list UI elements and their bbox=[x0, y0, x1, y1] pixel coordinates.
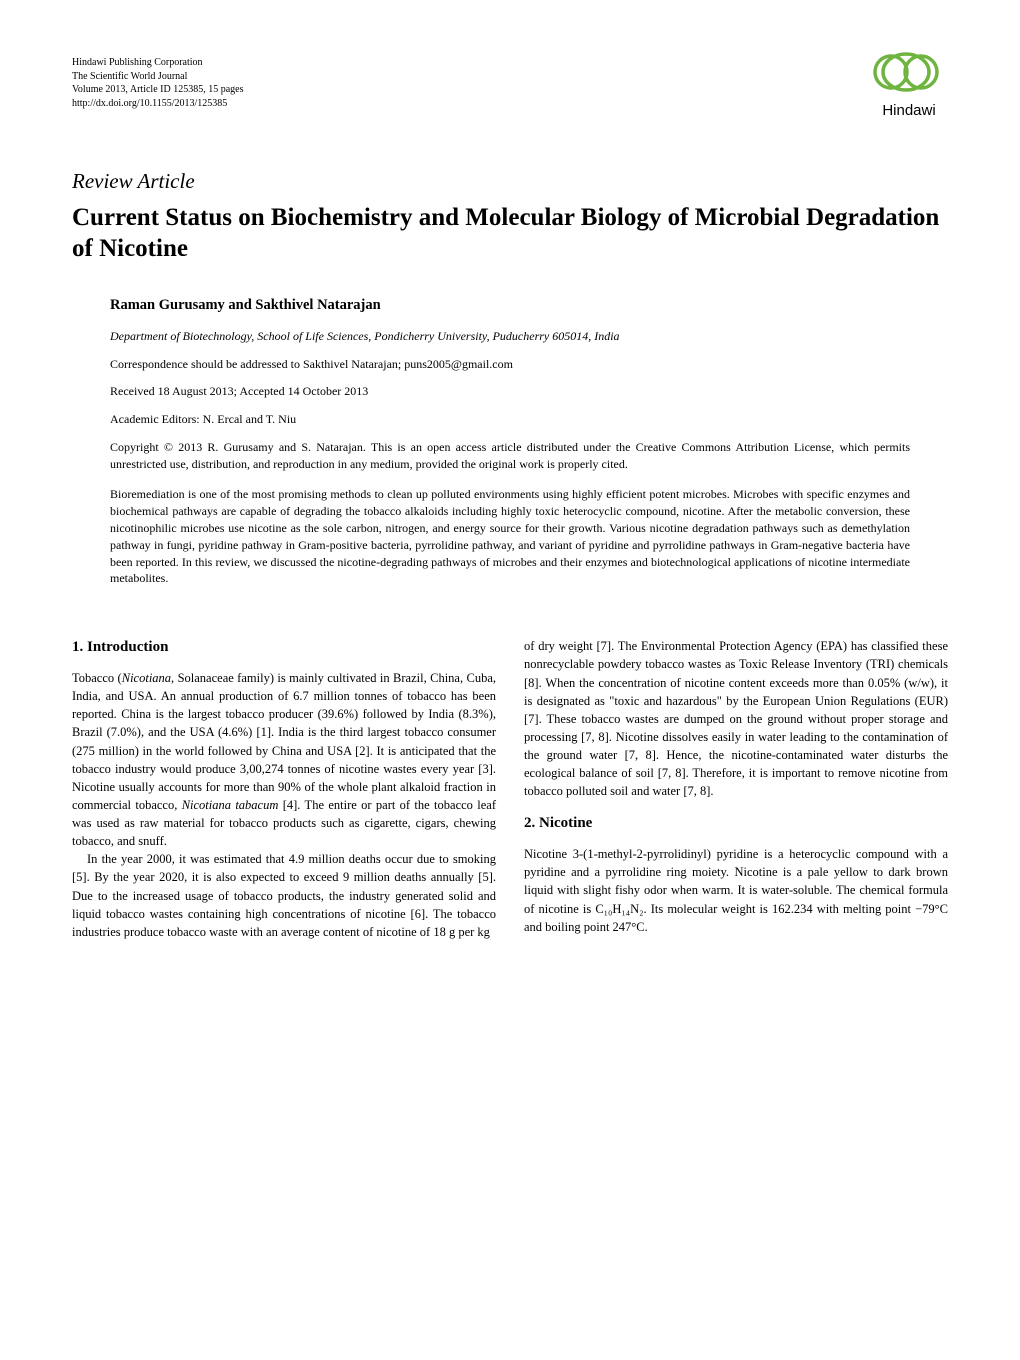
academic-editors: Academic Editors: N. Ercal and T. Niu bbox=[110, 411, 910, 428]
copyright: Copyright © 2013 R. Gurusamy and S. Nata… bbox=[110, 439, 910, 473]
journal-line: The Scientific World Journal bbox=[72, 70, 243, 84]
section-2-heading: 2. Nicotine bbox=[524, 813, 948, 835]
column-right: of dry weight [7]. The Environmental Pro… bbox=[524, 637, 948, 941]
correspondence: Correspondence should be addressed to Sa… bbox=[110, 356, 910, 373]
doi-line: http://dx.doi.org/10.1155/2013/125385 bbox=[72, 97, 243, 111]
article-type: Review Article bbox=[72, 166, 948, 196]
hindawi-logo: Hindawi bbox=[870, 46, 948, 122]
column-left: 1. Introduction Tobacco (Nicotiana, Sola… bbox=[72, 637, 496, 941]
publisher-line: Hindawi Publishing Corporation bbox=[72, 56, 243, 70]
hindawi-logo-icon bbox=[870, 46, 948, 96]
body-columns: 1. Introduction Tobacco (Nicotiana, Sola… bbox=[72, 637, 948, 941]
section-1-para-2: In the year 2000, it was estimated that … bbox=[72, 850, 496, 941]
article-title: Current Status on Biochemistry and Molec… bbox=[72, 202, 948, 265]
dates: Received 18 August 2013; Accepted 14 Oct… bbox=[110, 383, 910, 400]
journal-meta: Hindawi Publishing Corporation The Scien… bbox=[72, 56, 243, 110]
section-2-para-1: Nicotine 3-(1-methyl-2-pyrrolidinyl) pyr… bbox=[524, 845, 948, 936]
section-1-heading: 1. Introduction bbox=[72, 637, 496, 659]
affiliation: Department of Biotechnology, School of L… bbox=[110, 328, 910, 345]
section-1-para-3: of dry weight [7]. The Environmental Pro… bbox=[524, 637, 948, 800]
publisher-name: Hindawi bbox=[882, 100, 935, 122]
authors: Raman Gurusamy and Sakthivel Natarajan bbox=[110, 295, 948, 316]
abstract: Bioremediation is one of the most promis… bbox=[110, 486, 910, 587]
section-1-para-1: Tobacco (Nicotiana, Solanaceae family) i… bbox=[72, 669, 496, 850]
volume-line: Volume 2013, Article ID 125385, 15 pages bbox=[72, 83, 243, 97]
